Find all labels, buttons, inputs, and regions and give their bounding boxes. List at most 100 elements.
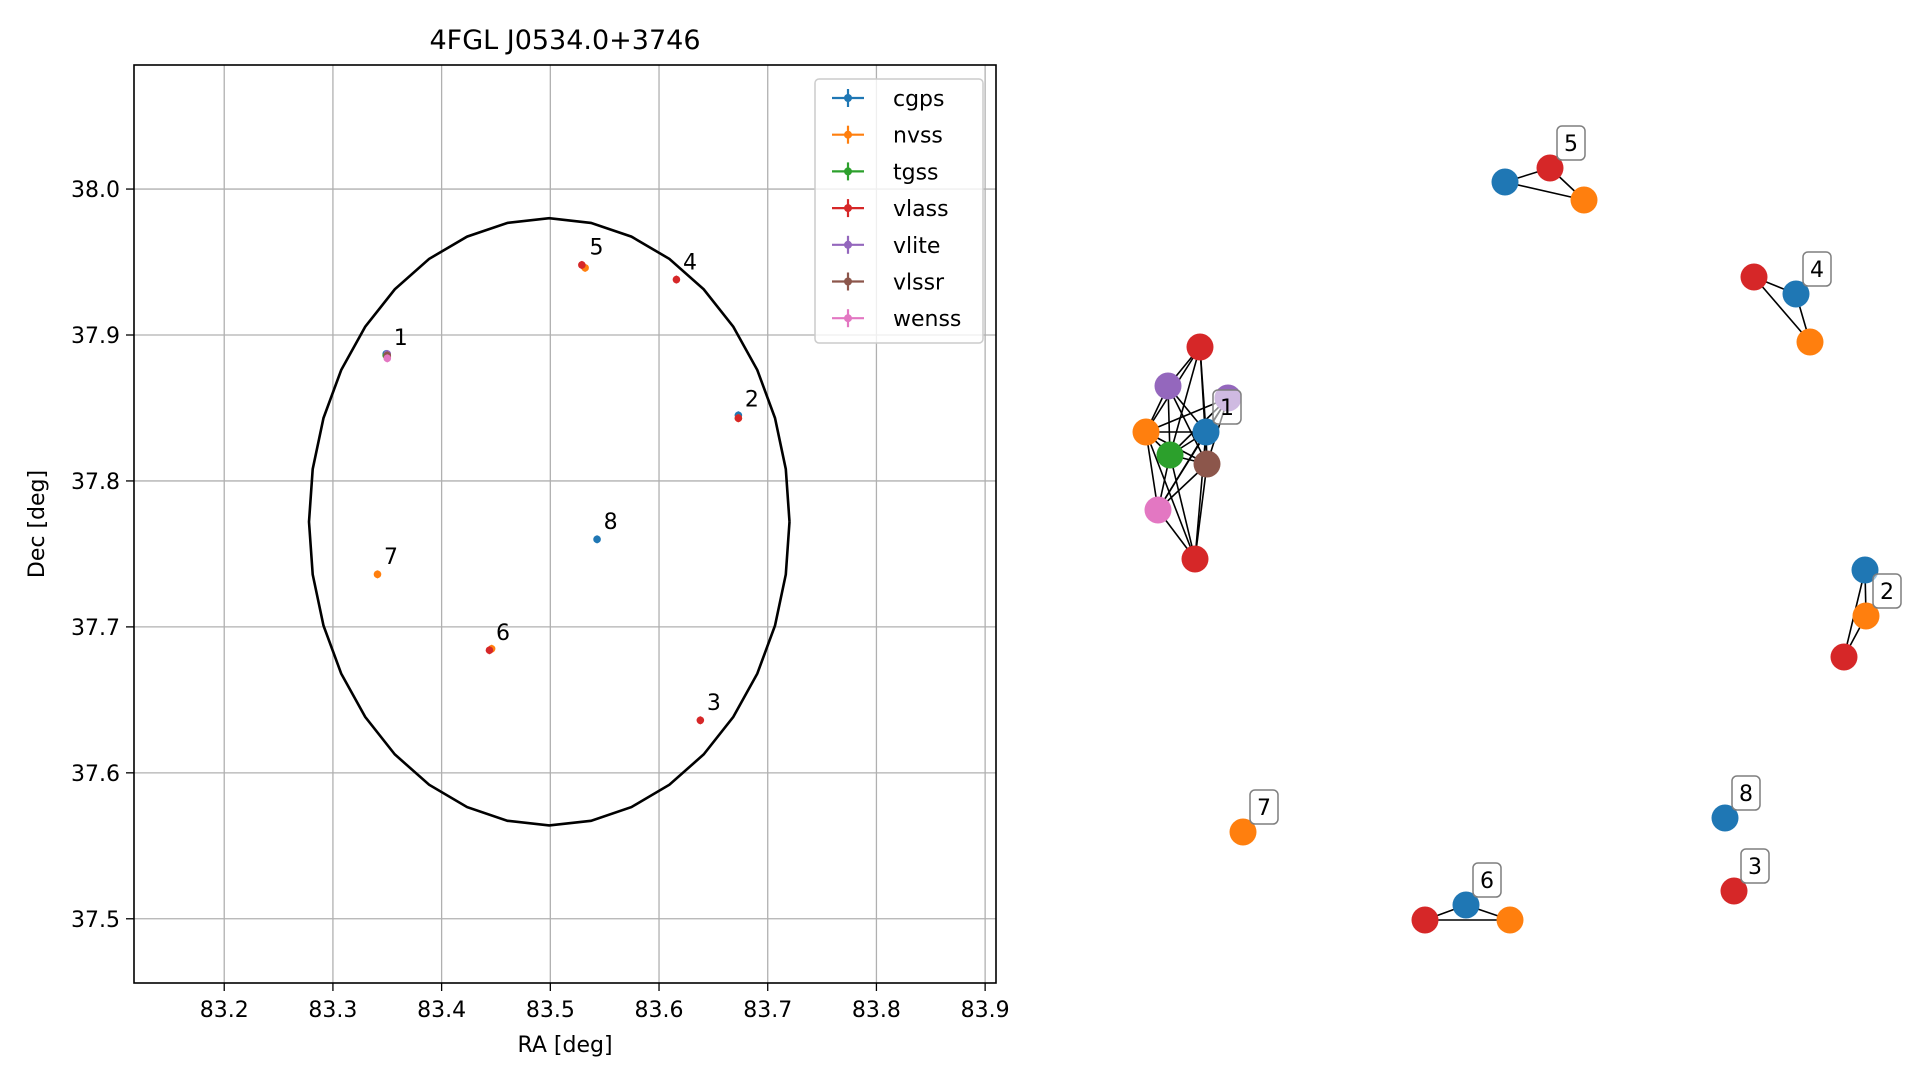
network-node bbox=[1193, 450, 1221, 478]
network-graph: 1 5 4 2 7 6 8 3 bbox=[1132, 125, 1902, 934]
network-node bbox=[1452, 891, 1480, 919]
network-node bbox=[1830, 643, 1858, 671]
y-tick-label: 37.6 bbox=[71, 762, 120, 787]
data-point-vlass bbox=[734, 414, 743, 423]
legend-marker-dot bbox=[844, 130, 852, 139]
point-label: 6 bbox=[496, 621, 510, 646]
legend: cgps nvss tgss vlass vlite vlssr wenss bbox=[814, 78, 984, 344]
legend-marker-dot bbox=[844, 94, 852, 102]
svg-text:2: 2 bbox=[1880, 580, 1894, 605]
svg-text:4: 4 bbox=[1810, 258, 1824, 283]
x-tick-label: 83.3 bbox=[308, 998, 357, 1023]
x-tick-label: 83.7 bbox=[743, 998, 792, 1023]
legend-marker-dot bbox=[844, 240, 852, 249]
network-node bbox=[1852, 602, 1880, 630]
data-point-vlass bbox=[672, 275, 681, 284]
uncertainty-ellipse-layer bbox=[307, 216, 791, 827]
point-label: 4 bbox=[683, 250, 697, 275]
legend-marker-dot bbox=[844, 314, 852, 323]
point-label: 8 bbox=[604, 510, 618, 535]
data-points bbox=[373, 260, 743, 725]
grid bbox=[134, 65, 996, 983]
network-node bbox=[1186, 333, 1214, 361]
x-tick-label: 83.2 bbox=[200, 998, 249, 1023]
uncertainty-ellipse bbox=[307, 216, 791, 827]
point-annotations: 1 2 3 4 5 6 7 8 bbox=[384, 236, 759, 716]
legend-entry-wenss: wenss bbox=[832, 307, 961, 332]
x-tick-label: 83.4 bbox=[417, 998, 466, 1023]
network-node bbox=[1154, 372, 1182, 400]
x-tick-label: 83.6 bbox=[635, 998, 684, 1023]
network-edge bbox=[1167, 385, 1208, 465]
network-node bbox=[1491, 168, 1519, 196]
network-node-label: 5 bbox=[1556, 125, 1586, 161]
network-node bbox=[1144, 496, 1172, 524]
network-node bbox=[1711, 804, 1739, 832]
network-node bbox=[1796, 328, 1824, 356]
legend-label: vlass bbox=[893, 197, 949, 222]
svg-text:8: 8 bbox=[1739, 782, 1753, 807]
network-edge bbox=[1145, 431, 1196, 560]
legend-label: wenss bbox=[893, 307, 961, 332]
data-point-wenss bbox=[383, 354, 392, 363]
legend-label: nvss bbox=[893, 124, 943, 149]
network-node bbox=[1782, 280, 1810, 308]
network-node-label: 7 bbox=[1249, 789, 1279, 825]
network-node-label: 3 bbox=[1740, 848, 1770, 884]
legend-entry-nvss: nvss bbox=[832, 124, 943, 149]
legend-entry-vlass: vlass bbox=[832, 197, 949, 222]
legend-entry-vlite: vlite bbox=[832, 234, 940, 259]
network-node-label: 2 bbox=[1872, 573, 1902, 609]
data-point-vlass bbox=[578, 260, 586, 269]
x-axis-label: RA [deg] bbox=[517, 1033, 612, 1058]
y-tick-label: 37.5 bbox=[71, 908, 120, 933]
x-axis-ticks: 83.2 83.3 83.4 83.5 83.6 83.7 83.8 83.9 bbox=[200, 983, 1010, 1023]
network-node bbox=[1851, 556, 1879, 584]
legend-entry-tgss: tgss bbox=[832, 160, 939, 185]
network-node bbox=[1740, 263, 1768, 291]
y-axis-ticks: 37.5 37.6 37.7 37.8 37.9 38.0 bbox=[71, 178, 134, 933]
legend-label: cgps bbox=[893, 87, 945, 112]
chart-title: 4FGL J0534.0+3746 bbox=[429, 25, 700, 56]
legend-entry-vlssr: vlssr bbox=[832, 271, 945, 296]
network-node bbox=[1156, 441, 1184, 469]
data-point-nvss bbox=[373, 570, 382, 579]
point-label: 3 bbox=[707, 691, 721, 716]
data-point-vlass bbox=[696, 716, 705, 725]
y-tick-label: 37.8 bbox=[71, 470, 120, 495]
point-label: 7 bbox=[384, 545, 398, 570]
network-edge bbox=[1753, 276, 1811, 343]
legend-box bbox=[814, 78, 984, 344]
legend-label: tgss bbox=[893, 160, 939, 185]
legend-marker-dot bbox=[844, 277, 852, 286]
network-node bbox=[1536, 154, 1564, 182]
legend-marker-dot bbox=[844, 204, 852, 213]
network-node bbox=[1229, 818, 1257, 846]
network-node bbox=[1132, 418, 1160, 446]
data-point-cgps bbox=[593, 535, 601, 544]
network-edge bbox=[1194, 463, 1208, 560]
legend-entry-cgps: cgps bbox=[832, 87, 945, 112]
network-labels: 1 5 4 2 7 6 8 3 bbox=[1212, 125, 1902, 898]
point-label: 2 bbox=[745, 388, 759, 413]
point-label: 5 bbox=[589, 236, 603, 261]
network-edge bbox=[1504, 181, 1585, 201]
network-node bbox=[1570, 186, 1598, 214]
network-edge bbox=[1169, 346, 1201, 456]
network-node-label: 6 bbox=[1472, 862, 1502, 898]
y-tick-label: 37.7 bbox=[71, 616, 120, 641]
svg-text:3: 3 bbox=[1748, 855, 1762, 880]
svg-text:7: 7 bbox=[1257, 796, 1271, 821]
network-node bbox=[1720, 877, 1748, 905]
x-tick-label: 83.9 bbox=[961, 998, 1010, 1023]
network-edge bbox=[1169, 454, 1196, 560]
svg-text:5: 5 bbox=[1564, 132, 1578, 157]
network-node bbox=[1496, 906, 1524, 934]
y-tick-label: 37.9 bbox=[71, 324, 120, 349]
plot-frame bbox=[133, 64, 997, 984]
network-node bbox=[1411, 906, 1439, 934]
x-tick-label: 83.5 bbox=[526, 998, 575, 1023]
network-node-label: 4 bbox=[1802, 251, 1832, 287]
